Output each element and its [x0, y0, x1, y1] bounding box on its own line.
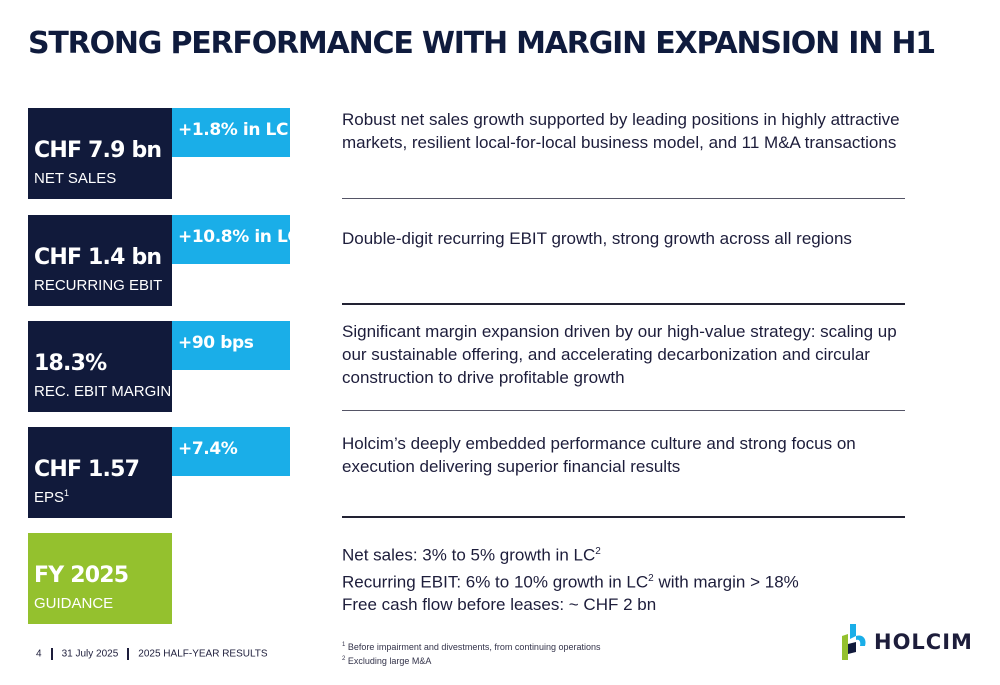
divider: [342, 303, 905, 305]
kpi-value: CHF 1.57: [34, 457, 140, 482]
kpi-description: Robust net sales growth supported by lea…: [342, 110, 900, 152]
footer-date: 31 July 2025: [61, 648, 119, 660]
guidance-line: Free cash flow before leases: ~ CHF 2 bn: [342, 593, 912, 616]
kpi-label: RECURRING EBIT: [34, 277, 163, 294]
kpi-ebit-margin-box: 18.3% REC. EBIT MARGIN: [28, 321, 172, 412]
footnote-ref: 2: [648, 572, 654, 584]
footnote-number: 2: [342, 656, 346, 662]
guidance-box: FY 2025 GUIDANCE: [28, 533, 172, 624]
guidance-line: Recurring EBIT: 6% to 10% growth in LC2 …: [342, 567, 912, 594]
footer-separator: [127, 648, 130, 660]
kpi-label-text: EPS: [34, 489, 65, 506]
guidance-value: FY 2025: [34, 563, 129, 588]
guidance-line-text: Recurring EBIT: 6% to 10% growth in LC: [342, 572, 649, 592]
footnote-ref: 2: [595, 546, 601, 557]
footer: 4 31 July 2025 2025 HALF-YEAR RESULTS: [36, 648, 268, 660]
footnotes: 1 Before impairment and divestments, fro…: [342, 639, 601, 667]
kpi-label: EPS1: [34, 488, 69, 506]
kpi-value: CHF 1.4 bn: [34, 245, 162, 270]
kpi-delta-badge: +1.8% in LC: [172, 108, 290, 157]
kpi-eps-box: CHF 1.57 EPS1: [28, 427, 172, 518]
kpi-value: 18.3%: [34, 351, 107, 376]
kpi-recurring-ebit-box: CHF 1.4 bn RECURRING EBIT: [28, 215, 172, 306]
kpi-label: NET SALES: [34, 170, 117, 187]
holcim-h-logo-icon: [842, 624, 866, 660]
footnote-text: Before impairment and divestments, from …: [347, 642, 601, 652]
footnote: 2 Excluding large M&A: [342, 653, 601, 667]
guidance-line: Net sales: 3% to 5% growth in LC2: [342, 540, 912, 567]
kpi-net-sales-box: CHF 7.9 bn NET SALES: [28, 108, 172, 199]
guidance-line-text: with margin > 18%: [653, 572, 799, 592]
holcim-logo: HOLCIM: [836, 622, 976, 662]
logo-wordmark: HOLCIM: [874, 630, 973, 654]
kpi-delta-badge: +7.4%: [172, 427, 290, 476]
kpi-value: CHF 7.9 bn: [34, 138, 162, 163]
footer-report-name: 2025 HALF-YEAR RESULTS: [138, 648, 268, 660]
kpi-description: Significant margin expansion driven by o…: [342, 322, 897, 387]
kpi-description: Holcim’s deeply embedded performance cul…: [342, 434, 856, 476]
page-title: STRONG PERFORMANCE WITH MARGIN EXPANSION…: [28, 26, 936, 61]
divider: [342, 516, 905, 518]
kpi-description: Double-digit recurring EBIT growth, stro…: [342, 229, 852, 248]
footnote-text: Excluding large M&A: [347, 656, 432, 666]
divider: [342, 198, 905, 199]
guidance-line-text: Free cash flow before leases: ~ CHF 2 bn: [342, 595, 657, 615]
footnote: 1 Before impairment and divestments, fro…: [342, 639, 601, 653]
divider: [342, 410, 905, 411]
guidance-line-text: Net sales: 3% to 5% growth in LC: [342, 545, 596, 565]
footer-separator: [50, 648, 53, 660]
footnote-ref: 1: [64, 488, 70, 498]
kpi-label: REC. EBIT MARGIN: [34, 383, 172, 400]
kpi-delta-badge: +90 bps: [172, 321, 290, 370]
footnote-number: 1: [342, 642, 346, 648]
kpi-delta-badge: +10.8% in LC: [172, 215, 300, 264]
guidance-label: GUIDANCE: [34, 595, 114, 612]
page-number: 4: [36, 648, 42, 660]
guidance-list: Net sales: 3% to 5% growth in LC2 Recurr…: [342, 540, 912, 616]
